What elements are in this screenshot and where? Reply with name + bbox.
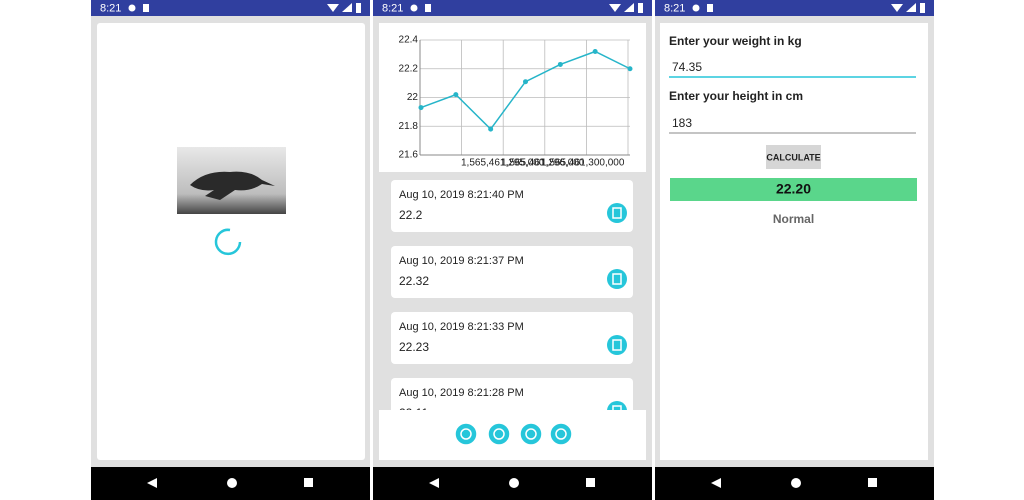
delete-icon xyxy=(612,405,622,410)
x-tick-label: 1,565,461,300,000 xyxy=(541,158,625,169)
entry-card xyxy=(391,180,633,232)
height-input[interactable]: 183 xyxy=(672,116,692,130)
nav-recents[interactable] xyxy=(304,478,313,487)
status-time: 8:21 xyxy=(100,2,121,14)
status-icon xyxy=(707,4,713,12)
result-category: Normal xyxy=(773,212,814,226)
signal-icon xyxy=(906,3,916,12)
entry-value: 22.11 xyxy=(399,406,428,420)
line-chart: 21.6 21.8 22 22.2 22.4 1,565,461,295,0001,565… xyxy=(399,35,633,169)
status-time: 8:21 xyxy=(664,2,685,14)
status-icon xyxy=(410,4,418,12)
data-point xyxy=(453,92,459,98)
share-button-glyph xyxy=(525,428,537,440)
wifi-icon xyxy=(891,4,903,12)
battery-icon xyxy=(638,3,643,13)
entries-list: Aug 10, 2019 8:21:40 PM 22.2 Aug 10, 2019 … xyxy=(391,180,633,420)
y-tick-label: 21.6 xyxy=(399,150,419,161)
nav-home[interactable] xyxy=(791,478,801,488)
add-button[interactable] xyxy=(454,422,478,446)
delete-button[interactable] xyxy=(607,335,627,355)
cheetah-silhouette xyxy=(190,171,275,200)
wifi-icon xyxy=(327,4,339,12)
entry-value: 22.2 xyxy=(399,208,423,222)
signal-icon xyxy=(624,3,634,12)
nav-recents[interactable] xyxy=(586,478,595,487)
battery-icon xyxy=(356,3,361,13)
data-point xyxy=(488,126,494,132)
y-tick-label: 22.4 xyxy=(399,35,419,46)
status-time: 8:21 xyxy=(382,2,403,14)
x-tick-label: 1,565,461,295,000 xyxy=(461,158,545,169)
form-card xyxy=(660,23,928,460)
share-button[interactable] xyxy=(519,422,543,446)
entry-card xyxy=(391,312,633,364)
entry-date: Aug 10, 2019 8:21:37 PM xyxy=(399,255,524,267)
weight-input[interactable]: 74.35 xyxy=(672,60,702,74)
x-tick-label: 1,565,461,296,000 xyxy=(501,158,585,169)
entry-date: Aug 10, 2019 8:21:28 PM xyxy=(399,387,524,399)
nav-home[interactable] xyxy=(227,478,237,488)
info-button-glyph xyxy=(555,428,567,440)
entry-value: 22.23 xyxy=(399,340,429,354)
data-point xyxy=(418,105,424,111)
nav-back[interactable] xyxy=(711,478,721,488)
status-icon xyxy=(128,4,136,12)
nav-back[interactable] xyxy=(429,478,439,488)
data-point xyxy=(557,61,563,67)
nav-back[interactable] xyxy=(147,478,157,488)
nav-home[interactable] xyxy=(509,478,519,488)
status-icon xyxy=(425,4,431,12)
y-tick-label: 21.8 xyxy=(399,121,419,132)
status-bar xyxy=(91,0,370,16)
delete-icon xyxy=(612,273,622,285)
y-tick-label: 22 xyxy=(407,92,419,103)
entry-value: 22.32 xyxy=(399,274,429,288)
delete-all-button[interactable] xyxy=(487,422,511,446)
entry-date: Aug 10, 2019 8:21:33 PM xyxy=(399,321,524,333)
result-bar xyxy=(670,178,917,201)
y-tick-label: 22.2 xyxy=(399,63,419,74)
delete-button[interactable] xyxy=(607,203,627,223)
nav-recents[interactable] xyxy=(868,478,877,487)
entry-date: Aug 10, 2019 8:21:40 PM xyxy=(399,189,524,201)
battery-icon xyxy=(920,3,925,13)
entry-card xyxy=(391,378,633,410)
delete-button[interactable] xyxy=(607,269,627,289)
calculate-label: CALCULATE xyxy=(766,152,820,162)
status-bar xyxy=(373,0,652,16)
loading-spinner xyxy=(214,228,242,256)
height-label: Enter your height in cm xyxy=(669,89,803,103)
splash-card xyxy=(97,23,365,460)
entry-card xyxy=(391,246,633,298)
status-bar xyxy=(655,0,934,16)
add-button-glyph xyxy=(460,428,472,440)
info-button[interactable] xyxy=(549,422,573,446)
data-point xyxy=(592,49,598,54)
delete-all-button-glyph xyxy=(493,428,505,440)
wifi-icon xyxy=(609,4,621,12)
delete-icon xyxy=(612,339,622,351)
signal-icon xyxy=(342,3,352,12)
status-icon xyxy=(692,4,700,12)
weight-label: Enter your weight in kg xyxy=(669,34,802,48)
status-icon xyxy=(143,4,149,12)
calculate-button[interactable] xyxy=(766,145,821,169)
delete-icon xyxy=(612,207,622,219)
result-value: 22.20 xyxy=(776,181,811,197)
data-point xyxy=(627,66,633,72)
data-point xyxy=(523,79,528,85)
toolbar xyxy=(379,410,646,460)
